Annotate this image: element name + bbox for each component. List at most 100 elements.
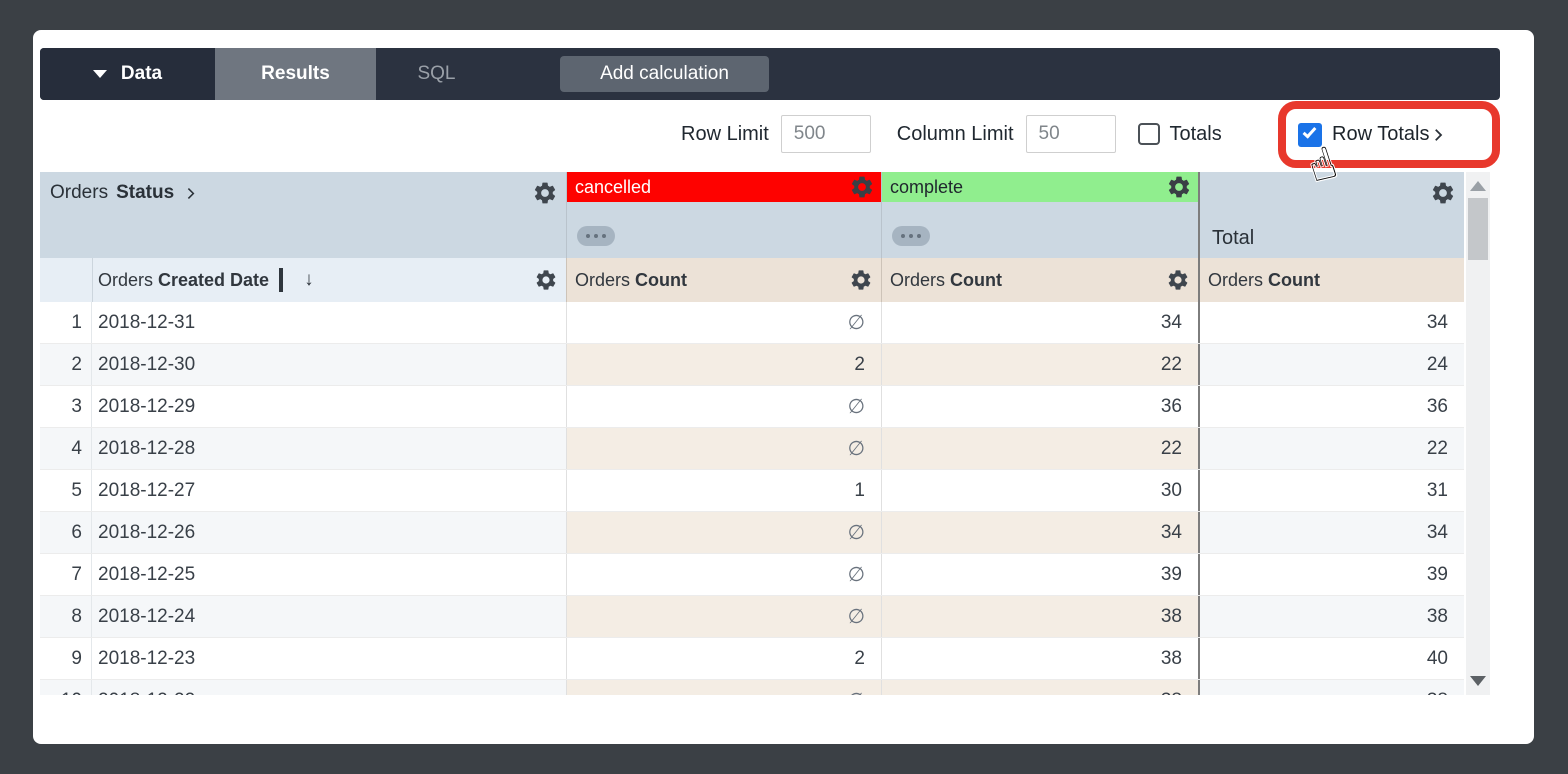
pivot-value-cancelled[interactable]: cancelled xyxy=(567,172,881,202)
total-count-cell[interactable]: 38 xyxy=(1198,596,1464,637)
cancelled-count-cell[interactable]: ∅ xyxy=(566,554,881,595)
total-count-cell[interactable]: 24 xyxy=(1198,344,1464,385)
complete-count-cell[interactable]: 38 xyxy=(881,596,1198,637)
table-row[interactable]: 8 2018-12-24 ∅ 38 38 xyxy=(40,596,1464,638)
gear-icon[interactable] xyxy=(1430,180,1456,206)
scroll-down-icon[interactable] xyxy=(1470,676,1486,686)
column-limit-input[interactable] xyxy=(1025,115,1116,153)
table-row[interactable]: 9 2018-12-23 2 38 40 xyxy=(40,638,1464,680)
gear-icon[interactable] xyxy=(1166,174,1192,200)
row-totals-highlight: Row Totals xyxy=(1278,101,1500,168)
table-row-partial[interactable]: 10 2018-12-22 ∅ 38 38 xyxy=(40,680,1464,695)
total-header-label: Total xyxy=(1212,227,1255,249)
divider xyxy=(92,258,93,302)
tab-data-label: Data xyxy=(120,63,163,84)
vertical-scrollbar[interactable] xyxy=(1466,172,1490,695)
cancelled-count-cell[interactable]: ∅ xyxy=(566,302,881,343)
total-count-cell[interactable]: 22 xyxy=(1198,428,1464,469)
date-cell[interactable]: 2018-12-26 xyxy=(92,512,566,553)
date-cell[interactable]: 2018-12-23 xyxy=(98,647,196,669)
cancelled-count-cell[interactable]: 1 xyxy=(566,470,881,511)
measure-header-total[interactable]: Orders Count xyxy=(1198,258,1464,302)
pivot-value-complete[interactable]: complete xyxy=(882,172,1198,202)
total-count-cell[interactable]: 40 xyxy=(1198,638,1464,679)
tab-results[interactable]: Results xyxy=(215,48,376,100)
table-row[interactable]: 4 2018-12-28 ∅ 22 22 xyxy=(40,428,1464,470)
chevron-right-icon[interactable] xyxy=(1429,126,1447,144)
gear-icon[interactable] xyxy=(1166,268,1190,292)
date-cell[interactable]: 2018-12-22 xyxy=(92,680,566,695)
complete-count-cell[interactable]: 34 xyxy=(881,512,1198,553)
pivot-cell-total: Total xyxy=(1198,172,1464,258)
gear-icon[interactable] xyxy=(534,268,558,292)
total-count-cell[interactable]: 39 xyxy=(1198,554,1464,595)
orders-status-header: Orders Status xyxy=(50,182,199,204)
cancelled-count-cell[interactable]: ∅ xyxy=(566,386,881,427)
cancelled-count-cell[interactable]: 2 xyxy=(566,344,881,385)
table-row[interactable]: 5 2018-12-27 1 30 31 xyxy=(40,470,1464,512)
measure-header-row: Orders Created Date ↓ Orders Count Orders C… xyxy=(40,258,1464,302)
tab-data[interactable]: Data xyxy=(40,48,215,100)
date-cell[interactable]: 2018-12-27 xyxy=(98,479,196,501)
dimension-header-cell[interactable]: Orders Status xyxy=(40,172,566,258)
tab-results-label: Results xyxy=(261,63,330,84)
date-cell[interactable]: 2018-12-25 xyxy=(98,563,196,585)
complete-count-cell[interactable]: 34 xyxy=(881,302,1198,343)
complete-count-cell[interactable]: 22 xyxy=(881,428,1198,469)
measure-header-complete[interactable]: Orders Count xyxy=(881,258,1198,302)
row-limit-label: Row Limit xyxy=(681,122,769,145)
more-options-icon[interactable] xyxy=(892,226,930,246)
pivot-cell-complete: complete xyxy=(881,172,1198,258)
complete-count-cell[interactable]: 36 xyxy=(881,386,1198,427)
table-row[interactable]: 2 2018-12-30 2 22 24 xyxy=(40,344,1464,386)
tab-sql[interactable]: SQL xyxy=(376,48,497,100)
table-row[interactable]: 7 2018-12-25 ∅ 39 39 xyxy=(40,554,1464,596)
cancelled-count-cell[interactable]: ∅ xyxy=(566,428,881,469)
complete-count-cell[interactable]: 22 xyxy=(881,344,1198,385)
totals-checkbox[interactable] xyxy=(1137,123,1160,145)
tab-sql-label: SQL xyxy=(417,63,456,84)
total-count-cell[interactable]: 34 xyxy=(1198,512,1464,553)
total-count-cell[interactable]: 34 xyxy=(1198,302,1464,343)
total-count-cell[interactable]: 38 xyxy=(1198,680,1464,695)
complete-count-cell[interactable]: 39 xyxy=(881,554,1198,595)
row-index: 4 xyxy=(40,428,92,469)
date-cell[interactable]: 2018-12-31 xyxy=(98,311,196,333)
row-limit-input[interactable] xyxy=(780,115,871,153)
checkmark-icon xyxy=(1302,123,1317,139)
total-count-cell[interactable]: 31 xyxy=(1198,470,1464,511)
complete-count-cell[interactable]: 30 xyxy=(881,470,1198,511)
cancelled-count-cell[interactable]: ∅ xyxy=(566,680,881,695)
created-date-header-cell[interactable]: Orders Created Date ↓ xyxy=(40,258,566,302)
add-calculation-label: Add calculation xyxy=(600,63,729,84)
gear-icon[interactable] xyxy=(849,174,875,200)
date-cell[interactable]: 2018-12-30 xyxy=(92,344,566,385)
gear-icon[interactable] xyxy=(532,180,558,206)
scrollbar-thumb[interactable] xyxy=(1468,198,1488,260)
total-count-cell[interactable]: 36 xyxy=(1198,386,1464,427)
measure-header-cancelled[interactable]: Orders Count xyxy=(566,258,881,302)
date-group-icon xyxy=(279,267,296,292)
cancelled-count-cell[interactable]: ∅ xyxy=(566,512,881,553)
add-calculation-button[interactable]: Add calculation xyxy=(560,56,769,92)
table-row[interactable]: 1 2018-12-31 ∅ 34 34 xyxy=(40,302,1464,344)
row-totals-checkbox[interactable] xyxy=(1298,122,1322,147)
date-cell[interactable]: 2018-12-29 xyxy=(98,395,196,417)
cancelled-count-cell[interactable]: 2 xyxy=(566,638,881,679)
row-totals-label: Row Totals xyxy=(1332,123,1430,145)
more-options-icon[interactable] xyxy=(577,226,615,246)
complete-count-cell[interactable]: 38 xyxy=(881,680,1198,695)
table-row[interactable]: 6 2018-12-26 ∅ 34 34 xyxy=(40,512,1464,554)
cancelled-count-cell[interactable]: ∅ xyxy=(566,596,881,637)
sort-desc-icon[interactable]: ↓ xyxy=(304,269,314,290)
row-index: 8 xyxy=(40,596,92,637)
row-index: 6 xyxy=(40,512,92,553)
complete-count-cell[interactable]: 38 xyxy=(881,638,1198,679)
chevron-right-icon xyxy=(187,187,195,199)
scroll-up-icon[interactable] xyxy=(1470,181,1486,191)
table-row[interactable]: 3 2018-12-29 ∅ 36 36 xyxy=(40,386,1464,428)
gear-icon[interactable] xyxy=(849,268,873,292)
pivot-header-row: Orders Status cancelled complete xyxy=(40,172,1464,258)
date-cell[interactable]: 2018-12-24 xyxy=(92,596,566,637)
date-cell[interactable]: 2018-12-28 xyxy=(92,428,566,469)
